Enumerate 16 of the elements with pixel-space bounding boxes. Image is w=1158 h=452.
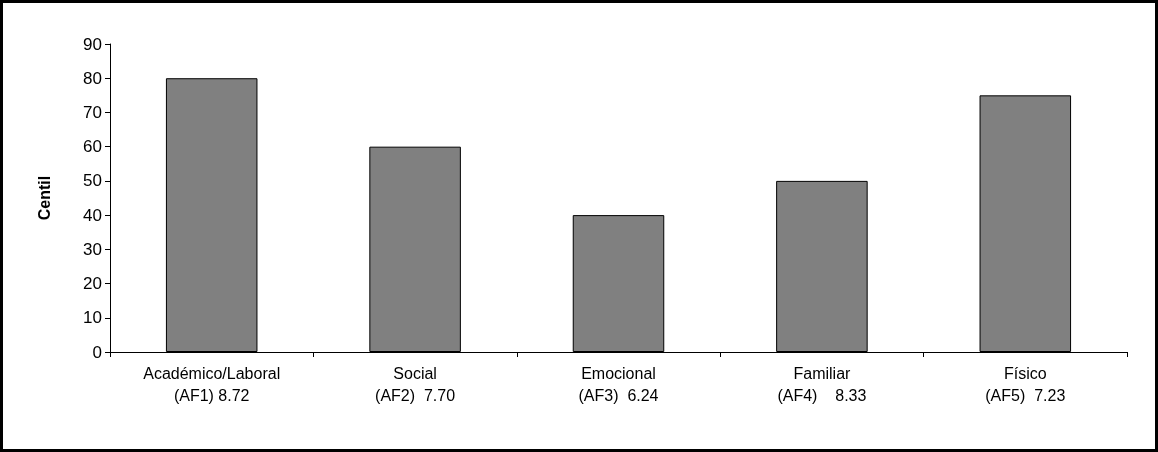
y-tick-label: 60	[83, 137, 102, 157]
x-tick-label: Físico (AF5) 7.23	[985, 364, 1066, 404]
x-tick-label: Académico/Laboral (AF1) 8.72	[143, 364, 281, 404]
x-tick-label: Emocional (AF3) 6.24	[578, 364, 659, 404]
y-tick-label: 50	[83, 171, 102, 191]
y-tick-label: 70	[83, 102, 102, 122]
y-tick-label: 80	[83, 68, 102, 88]
y-tick-label: 10	[83, 308, 102, 328]
y-tick-label: 20	[83, 274, 102, 294]
x-tick-label: Familiar (AF4) 8.33	[777, 364, 867, 404]
y-tick-label: 30	[83, 239, 102, 259]
y-tick-label: 0	[92, 342, 102, 362]
y-tick-label: 90	[83, 34, 102, 54]
x-tick-label: Social (AF2) 7.70	[375, 364, 456, 404]
y-tick-label: 40	[83, 205, 102, 225]
y-axis-title: Centil	[35, 175, 53, 221]
